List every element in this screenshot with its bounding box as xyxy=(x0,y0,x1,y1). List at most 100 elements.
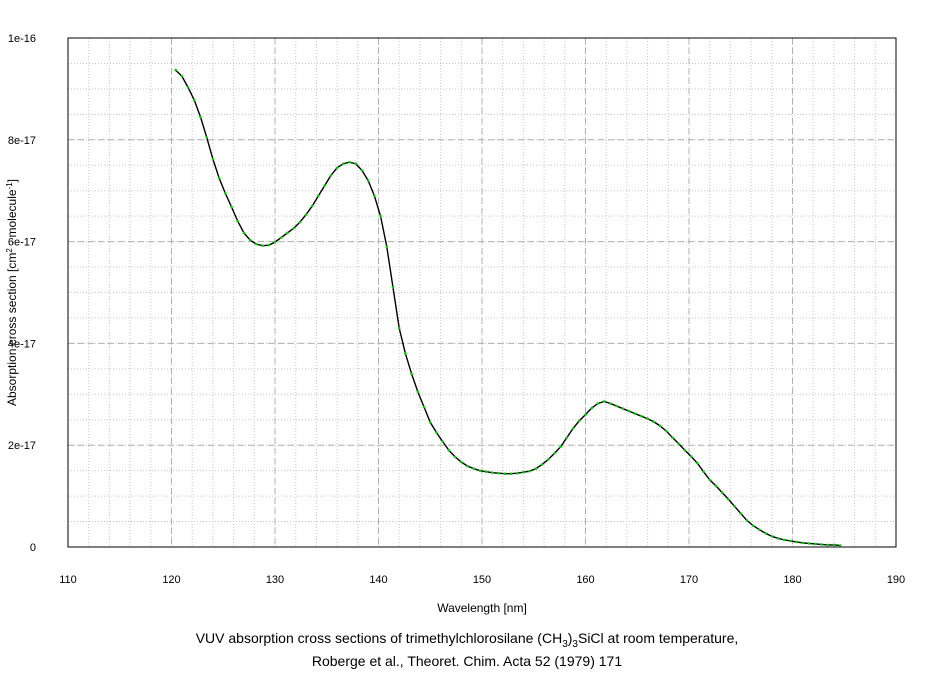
data-point xyxy=(174,68,177,72)
caption-line-1: VUV absorption cross sections of trimeth… xyxy=(0,630,934,650)
data-point xyxy=(621,407,625,410)
data-point xyxy=(335,166,339,170)
data-point xyxy=(410,372,413,376)
data-point xyxy=(714,484,718,488)
data-point xyxy=(683,448,687,452)
x-tick-label: 150 xyxy=(473,574,491,586)
caption-line-1-sub2: 3 xyxy=(572,638,578,650)
data-point xyxy=(652,420,656,424)
data-point xyxy=(373,194,376,198)
data-point xyxy=(702,470,705,473)
data-point xyxy=(720,491,724,494)
data-point xyxy=(298,220,302,224)
data-point xyxy=(758,528,761,531)
y-tick-label: 4e-17 xyxy=(8,338,36,350)
data-point xyxy=(323,184,326,187)
data-point xyxy=(230,205,233,209)
data-point xyxy=(565,436,569,439)
data-point xyxy=(422,405,426,409)
caption-line-1-prefix: VUV absorption cross sections of trimeth… xyxy=(195,630,563,646)
data-point xyxy=(242,231,246,235)
data-point xyxy=(689,455,693,458)
y-tick-label: 1e-16 xyxy=(8,33,36,45)
data-point xyxy=(460,460,463,464)
x-tick-label: 160 xyxy=(576,574,594,586)
y-axis-title-prefix: Absorption cross section [cm xyxy=(5,253,19,406)
data-point xyxy=(391,286,395,289)
data-point xyxy=(385,245,389,248)
data-point xyxy=(807,542,811,545)
data-point xyxy=(416,390,420,394)
caption-line-1-mid: ) xyxy=(567,630,573,646)
data-point xyxy=(528,469,531,473)
data-point xyxy=(509,472,513,476)
data-point xyxy=(199,115,202,119)
data-point xyxy=(789,539,792,543)
data-point xyxy=(279,236,283,239)
data-point xyxy=(447,448,451,452)
data-point xyxy=(466,464,469,468)
y-axis-title-sup2: -1 xyxy=(5,182,14,190)
y-tick-label: 0 xyxy=(30,542,36,554)
y-tick-label: 2e-17 xyxy=(8,440,36,452)
data-point xyxy=(304,213,308,216)
data-point xyxy=(286,231,289,235)
data-point xyxy=(192,98,196,102)
data-point xyxy=(590,406,594,410)
data-point xyxy=(248,238,252,242)
plot-frame xyxy=(67,37,897,548)
x-tick-label: 190 xyxy=(887,574,905,586)
data-point xyxy=(478,469,482,472)
data-point xyxy=(708,478,711,482)
data-point xyxy=(366,179,370,182)
data-point xyxy=(360,169,364,172)
data-point xyxy=(633,412,637,415)
data-point xyxy=(609,402,612,405)
data-point xyxy=(584,413,587,416)
data-point xyxy=(484,470,488,473)
data-point xyxy=(646,417,649,421)
data-point xyxy=(441,440,444,443)
data-point xyxy=(329,174,333,177)
data-point xyxy=(832,543,836,547)
series-layer xyxy=(174,68,842,547)
data-point xyxy=(472,467,476,470)
data-point xyxy=(273,240,277,244)
data-point xyxy=(317,194,320,198)
data-point xyxy=(596,402,600,405)
data-point xyxy=(205,135,208,139)
y-tick-label: 8e-17 xyxy=(8,135,36,147)
data-point xyxy=(770,535,774,538)
data-point xyxy=(602,400,606,403)
data-point xyxy=(534,467,538,470)
y-tick-label: 6e-17 xyxy=(8,237,36,249)
y-axis-title: Absorption cross section [cm2 · molecule… xyxy=(5,179,20,406)
data-point xyxy=(627,409,631,413)
data-point xyxy=(782,538,786,542)
data-point xyxy=(428,420,432,424)
y-axis-title-middle: · molecule xyxy=(5,189,19,248)
data-point xyxy=(522,470,525,474)
data-point xyxy=(745,519,749,522)
data-point xyxy=(764,531,767,535)
data-point xyxy=(739,512,743,515)
data-point xyxy=(236,219,240,223)
data-point xyxy=(342,162,345,166)
data-point xyxy=(180,74,184,78)
data-point xyxy=(559,445,562,449)
data-point xyxy=(727,497,730,501)
data-point xyxy=(292,227,295,230)
data-point xyxy=(224,191,227,195)
data-point xyxy=(615,404,618,408)
y-axis-title-sup1: 2 xyxy=(5,248,14,253)
data-point xyxy=(733,504,736,508)
data-point xyxy=(751,524,755,527)
data-point xyxy=(664,429,668,433)
data-point xyxy=(577,419,581,423)
caption-line-1-suffix: SiCl at room temperature, xyxy=(577,630,739,646)
data-point xyxy=(553,452,556,455)
data-point xyxy=(515,471,519,475)
y-axis: 0 2e-17 4e-17 6e-17 8e-17 1e-16 xyxy=(8,33,36,554)
data-point xyxy=(491,471,494,474)
